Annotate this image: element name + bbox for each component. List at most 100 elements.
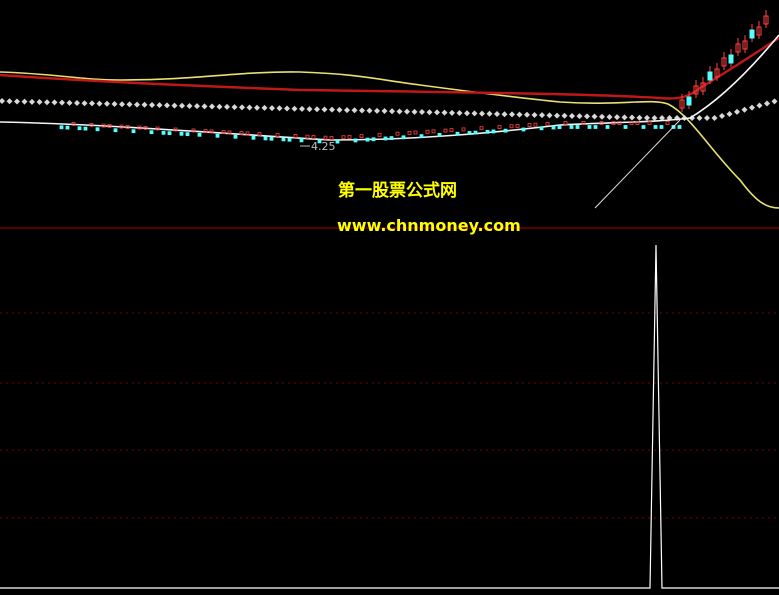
- dot: [516, 111, 523, 118]
- dot: [51, 99, 58, 106]
- dot: [636, 114, 643, 121]
- dot: [261, 104, 268, 111]
- site-url: www.chnmoney.com: [337, 216, 521, 235]
- dot: [531, 111, 538, 118]
- candle: [728, 54, 734, 64]
- dot: [756, 102, 763, 109]
- candle: [653, 125, 658, 129]
- candle: [353, 138, 358, 143]
- candle: [742, 40, 748, 50]
- dot: [119, 101, 125, 108]
- candle: [371, 137, 376, 142]
- dot: [366, 107, 373, 114]
- dot: [156, 102, 163, 109]
- dot: [14, 98, 20, 105]
- candle: [395, 131, 400, 136]
- candle: [401, 135, 406, 140]
- candle: [251, 135, 256, 140]
- candle: [587, 125, 592, 129]
- dot: [719, 113, 725, 120]
- candle: [437, 133, 442, 137]
- candle: [407, 131, 412, 135]
- candle: [377, 132, 382, 137]
- dot: [201, 103, 208, 110]
- dot: [44, 99, 50, 106]
- candle: [347, 134, 352, 139]
- dot: [651, 115, 658, 121]
- candle: [443, 128, 448, 133]
- candle: [763, 15, 769, 25]
- dot: [141, 101, 148, 108]
- candle: [221, 130, 226, 135]
- dot: [351, 107, 358, 114]
- candle: [185, 132, 190, 137]
- candle: [179, 131, 184, 136]
- dot: [659, 115, 665, 121]
- dot: [561, 112, 568, 119]
- candle: [473, 130, 478, 135]
- dot: [374, 107, 380, 114]
- candle: [503, 128, 508, 133]
- dot: [434, 109, 440, 116]
- dot: [441, 109, 448, 116]
- candle: [686, 96, 692, 106]
- dot: [771, 98, 778, 105]
- candle: [611, 121, 616, 125]
- dot: [734, 108, 740, 115]
- candle: [605, 125, 610, 129]
- dot: [36, 99, 43, 106]
- candle: [413, 130, 418, 135]
- dot: [96, 100, 103, 107]
- dot: [411, 108, 418, 115]
- dot: [321, 106, 328, 113]
- candle: [203, 129, 208, 134]
- dot: [711, 115, 718, 121]
- candle: [497, 125, 502, 129]
- candle: [155, 126, 160, 131]
- dot: [741, 106, 748, 113]
- candle: [173, 127, 178, 132]
- dot: [546, 112, 553, 119]
- candle: [533, 122, 538, 127]
- candle: [593, 125, 598, 129]
- candle: [287, 137, 292, 142]
- candle: [335, 139, 340, 144]
- candle: [693, 85, 699, 95]
- dot: [336, 106, 343, 113]
- candle: [161, 130, 166, 135]
- candle: [455, 131, 460, 136]
- candle: [137, 125, 142, 130]
- arrow-line: [594, 119, 681, 209]
- dot: [486, 110, 493, 117]
- candle: [329, 136, 334, 140]
- candle: [659, 125, 664, 129]
- candle: [323, 135, 328, 140]
- dot: [389, 108, 395, 115]
- dot: [614, 114, 620, 121]
- dot: [89, 100, 95, 107]
- dot: [21, 98, 28, 105]
- candle: [515, 123, 520, 128]
- candle: [551, 125, 556, 130]
- candle: [700, 82, 706, 92]
- candle: [521, 127, 526, 132]
- ma-dotted: [0, 98, 778, 121]
- dot: [494, 110, 500, 117]
- dot: [194, 103, 200, 110]
- dot: [269, 105, 275, 112]
- candle: [77, 126, 82, 131]
- dot: [291, 105, 298, 112]
- candle: [131, 129, 136, 134]
- dot: [299, 105, 305, 112]
- candle: [491, 129, 496, 134]
- candle: [125, 124, 130, 129]
- dot: [209, 103, 215, 110]
- candle: [233, 134, 238, 139]
- candle: [245, 131, 250, 136]
- dot: [569, 112, 575, 119]
- candle: [119, 124, 124, 129]
- dot: [344, 107, 350, 114]
- candle: [557, 125, 562, 130]
- candle: [191, 128, 196, 133]
- dot: [479, 110, 485, 117]
